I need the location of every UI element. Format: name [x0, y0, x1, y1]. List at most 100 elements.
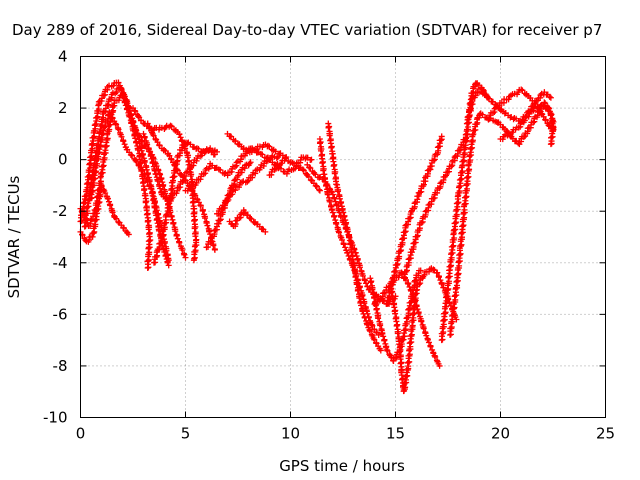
data-point [344, 228, 351, 235]
data-point [146, 148, 153, 155]
data-point [333, 181, 340, 188]
data-point [148, 190, 155, 197]
data-point [191, 217, 198, 224]
data-point [326, 185, 333, 192]
data-point [398, 269, 405, 276]
data-point [141, 187, 148, 194]
data-point [300, 167, 307, 174]
data-point [460, 222, 467, 229]
y-tick-label: -2 [53, 202, 68, 220]
data-point [356, 295, 363, 302]
series-sat-track-13 [214, 152, 281, 217]
data-point [360, 310, 367, 317]
data-point [351, 267, 358, 274]
data-point [361, 277, 368, 284]
data-point [120, 94, 127, 101]
data-point [115, 126, 122, 133]
data-point [104, 102, 111, 109]
data-point [95, 98, 102, 105]
data-point [101, 124, 108, 131]
data-point [531, 100, 538, 107]
data-point [331, 195, 338, 202]
data-point [154, 220, 161, 227]
data-point [176, 239, 183, 246]
data-point [361, 314, 368, 321]
data-point [161, 249, 168, 256]
data-point [417, 267, 424, 274]
data-point [458, 241, 465, 248]
data-point [167, 122, 174, 129]
data-point [333, 220, 340, 227]
data-point [141, 134, 148, 141]
data-point [380, 333, 387, 340]
data-point [338, 214, 345, 221]
data-point [329, 150, 336, 157]
data-point [274, 154, 281, 161]
data-point [165, 262, 172, 269]
data-point [204, 222, 211, 229]
data-point [353, 281, 360, 288]
data-point [126, 113, 133, 120]
data-point [118, 87, 125, 94]
y-tick-label: 2 [58, 99, 68, 117]
data-point [331, 213, 338, 220]
data-point [207, 239, 214, 246]
data-point [144, 218, 151, 225]
data-point [430, 266, 437, 273]
data-point [111, 100, 118, 107]
data-point [132, 135, 139, 142]
data-point [375, 331, 382, 338]
data-point [121, 99, 128, 106]
data-point [263, 158, 270, 165]
data-point [133, 139, 140, 146]
data-point [185, 158, 192, 165]
data-point [445, 285, 452, 292]
y-tick-label: -10 [43, 409, 68, 427]
data-point [550, 128, 556, 135]
data-point [107, 111, 114, 118]
data-point [318, 152, 325, 159]
data-point [430, 157, 437, 164]
data-point [345, 234, 352, 241]
data-point [105, 198, 112, 205]
data-point [425, 201, 432, 208]
data-point [546, 108, 553, 115]
data-point [329, 155, 336, 162]
data-point [184, 140, 191, 147]
data-point [547, 112, 554, 119]
data-point [153, 217, 160, 224]
data-point [150, 197, 157, 204]
data-point [117, 84, 124, 91]
data-point [358, 302, 365, 309]
data-point [469, 137, 476, 144]
data-point [377, 347, 384, 354]
data-point [306, 164, 313, 171]
data-point [369, 286, 376, 293]
data-point [422, 208, 429, 215]
data-point [100, 109, 107, 116]
data-point [530, 119, 537, 126]
data-point [150, 132, 157, 139]
data-point [320, 176, 327, 183]
data-point [425, 339, 432, 346]
data-point [396, 348, 403, 355]
series-sat-track-17 [325, 120, 399, 307]
data-point [179, 173, 186, 180]
data-point [148, 155, 155, 162]
data-point [545, 105, 552, 112]
data-point [189, 199, 196, 206]
data-point [347, 256, 354, 263]
data-point [440, 284, 447, 291]
data-point [325, 124, 332, 131]
data-point [370, 291, 377, 298]
data-point [128, 151, 135, 158]
data-point [316, 140, 323, 147]
data-point [140, 130, 147, 137]
data-point [113, 121, 120, 128]
data-point [438, 133, 445, 140]
data-point [349, 253, 356, 260]
data-point [432, 353, 439, 360]
series-sat-track-22 [384, 133, 445, 308]
data-point [109, 209, 116, 216]
